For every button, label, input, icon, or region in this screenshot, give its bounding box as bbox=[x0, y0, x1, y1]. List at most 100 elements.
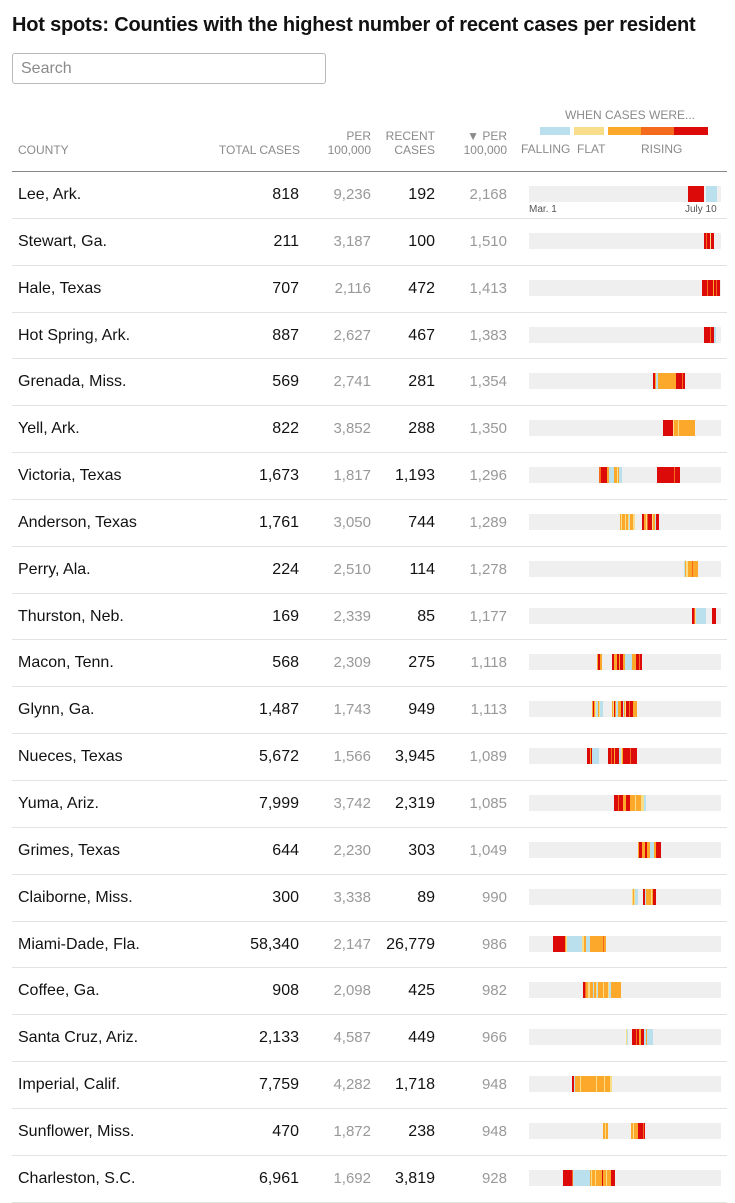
trend-day-bar bbox=[581, 935, 583, 952]
trend-day-bar bbox=[711, 232, 713, 249]
trend-day-bar bbox=[577, 1169, 579, 1186]
trend-day-bar bbox=[640, 654, 642, 671]
trend-day-bar bbox=[708, 186, 710, 202]
trend-day-bar bbox=[609, 467, 611, 484]
trend-day-bar bbox=[654, 841, 656, 858]
table-row[interactable]: Yuma, Ariz. 7,999 3,742 2,319 1,085 bbox=[12, 781, 727, 828]
trend-day-bar bbox=[630, 748, 632, 765]
trend-day-bar bbox=[596, 982, 598, 999]
county-cell: Macon, Tenn. bbox=[18, 654, 114, 672]
trend-day-bar bbox=[660, 841, 662, 858]
recent-per-100000-cell: 1,383 bbox=[469, 326, 507, 344]
trend-day-bar bbox=[594, 701, 596, 718]
trend-day-bar bbox=[598, 1169, 600, 1186]
table-row[interactable]: Grenada, Miss. 569 2,741 281 1,354 bbox=[12, 359, 727, 407]
trend-day-bar bbox=[620, 513, 622, 530]
trend-day-bar bbox=[647, 841, 649, 858]
table-row[interactable]: Nueces, Texas 5,672 1,566 3,945 1,089 bbox=[12, 734, 727, 781]
table-row[interactable]: Victoria, Texas 1,673 1,817 1,193 1,296 bbox=[12, 453, 727, 500]
trend-day-bar bbox=[577, 935, 579, 952]
header-total-cases[interactable]: TOTAL CASES bbox=[218, 143, 300, 157]
trend-day-bar bbox=[576, 1169, 578, 1186]
county-cell: Coffee, Ga. bbox=[18, 982, 100, 1000]
trend-day-bar bbox=[627, 513, 629, 530]
trend-day-bar bbox=[631, 654, 633, 671]
trend-day-bar bbox=[620, 982, 622, 999]
table-row[interactable]: Lee, Ark. 818 9,236 192 2,168 Mar. 1 July 10 bbox=[12, 172, 727, 219]
trend-day-bar bbox=[689, 420, 691, 437]
table-row[interactable]: Claiborne, Miss. 300 3,338 89 990 bbox=[12, 875, 727, 922]
trend-day-bar bbox=[586, 935, 588, 952]
trend-day-bar bbox=[592, 1169, 594, 1186]
header-recent-cases[interactable]: RECENT CASES bbox=[365, 129, 435, 157]
trend-day-bar bbox=[572, 935, 574, 952]
trend-day-bar bbox=[621, 748, 623, 765]
trend-day-bar bbox=[690, 186, 692, 202]
trend-day-bar bbox=[621, 701, 623, 718]
trend-day-bar bbox=[638, 1122, 640, 1139]
table-row[interactable]: Imperial, Calif. 7,759 4,282 1,718 948 bbox=[12, 1062, 727, 1109]
legend-falling-label: FALLING bbox=[521, 142, 571, 156]
per-100000-cell: 2,510 bbox=[333, 560, 371, 578]
trend-day-bar bbox=[618, 748, 620, 765]
header-per-100000[interactable]: PER 100,000 bbox=[300, 129, 371, 157]
table-row[interactable]: Sunflower, Miss. 470 1,872 238 948 bbox=[12, 1109, 727, 1156]
trend-day-bar bbox=[599, 982, 601, 999]
search-input[interactable] bbox=[12, 53, 326, 84]
header-county[interactable]: COUNTY bbox=[18, 143, 69, 157]
header-recent-per-100000-sorted[interactable]: ▼ PER 100,000 bbox=[435, 129, 507, 157]
trend-day-bar bbox=[634, 701, 636, 718]
table-row[interactable]: Hale, Texas 707 2,116 472 1,413 bbox=[12, 266, 727, 313]
total-cases-cell: 300 bbox=[272, 888, 299, 906]
trend-day-bar bbox=[650, 888, 652, 905]
trend-strip bbox=[529, 232, 721, 249]
per-100000-cell: 2,147 bbox=[333, 935, 371, 953]
trend-day-bar bbox=[693, 420, 695, 437]
trend-day-bar bbox=[582, 935, 584, 952]
table-row[interactable]: Anderson, Texas 1,761 3,050 744 1,289 bbox=[12, 500, 727, 547]
table-row[interactable]: Thurston, Neb. 169 2,339 85 1,177 bbox=[12, 594, 727, 641]
table-row[interactable]: Stewart, Ga. 211 3,187 100 1,510 bbox=[12, 219, 727, 266]
trend-day-bar bbox=[588, 748, 590, 765]
table-row[interactable]: Glynn, Ga. 1,487 1,743 949 1,113 bbox=[12, 687, 727, 735]
table-row[interactable]: Perry, Ala. 224 2,510 114 1,278 bbox=[12, 547, 727, 594]
trend-day-bar bbox=[634, 1122, 636, 1139]
trend-day-bar bbox=[575, 935, 577, 952]
trend-day-bar bbox=[712, 279, 714, 296]
table-row[interactable]: Grimes, Texas 644 2,230 303 1,049 bbox=[12, 828, 727, 875]
legend-rising-swatch-2 bbox=[641, 127, 674, 135]
trend-day-bar bbox=[672, 420, 674, 437]
trend-day-bar bbox=[587, 982, 589, 999]
trend-day-bar bbox=[622, 654, 624, 671]
trend-day-bar bbox=[668, 420, 670, 437]
trend-day-bar bbox=[659, 841, 661, 858]
trend-day-bar bbox=[583, 935, 585, 952]
trend-day-bar bbox=[615, 654, 617, 671]
trend-day-bar bbox=[631, 701, 633, 718]
per-100000-cell: 2,741 bbox=[333, 373, 371, 391]
per-100000-cell: 1,817 bbox=[333, 467, 371, 485]
table-row[interactable]: Miami-Dade, Fla. 58,340 2,147 26,779 986 bbox=[12, 922, 727, 969]
trend-day-bar bbox=[597, 701, 599, 718]
trend-strip bbox=[529, 1122, 721, 1139]
header-recent-line1: RECENT bbox=[385, 129, 435, 143]
table-row[interactable]: Hot Spring, Ark. 887 2,627 467 1,383 bbox=[12, 313, 727, 360]
table-row[interactable]: Yell, Ark. 822 3,852 288 1,350 bbox=[12, 406, 727, 454]
table-row[interactable]: Macon, Tenn. 568 2,309 275 1,118 bbox=[12, 640, 727, 688]
trend-day-bar bbox=[636, 1029, 638, 1046]
trend-day-bar bbox=[604, 982, 606, 999]
table-row[interactable]: Coffee, Ga. 908 2,098 425 982 bbox=[12, 968, 727, 1016]
trend-day-bar bbox=[695, 607, 697, 624]
table-row[interactable]: Santa Cruz, Ariz. 2,133 4,587 449 966 bbox=[12, 1015, 727, 1063]
trend-day-bar bbox=[579, 1076, 581, 1093]
trend-day-bar bbox=[709, 232, 711, 249]
trend-day-bar bbox=[625, 701, 627, 718]
table-row[interactable]: Charleston, S.C. 6,961 1,692 3,819 928 bbox=[12, 1156, 727, 1203]
trend-day-bar bbox=[614, 467, 616, 484]
trend-day-bar bbox=[633, 701, 635, 718]
county-cell: Lee, Ark. bbox=[18, 186, 82, 203]
trend-day-bar bbox=[642, 794, 644, 811]
trend-day-bar bbox=[567, 1169, 569, 1186]
trend-day-bar bbox=[632, 1029, 634, 1046]
